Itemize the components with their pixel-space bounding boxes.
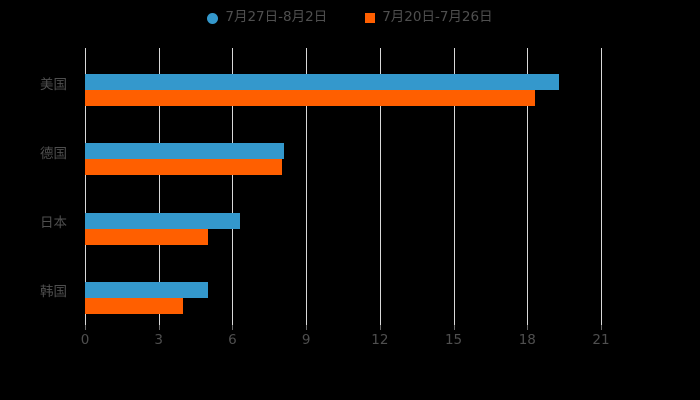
legend-item-series-1[interactable]: 7月20日-7月26日 <box>365 9 493 26</box>
legend-marker-square-icon <box>365 13 376 23</box>
bar-3-series-1[interactable] <box>85 297 184 314</box>
x-tick-label-18: 18 <box>518 332 536 348</box>
category-label-1: 德国 <box>40 145 67 162</box>
x-tick-mark-21 <box>601 325 602 330</box>
gridline-x-6 <box>232 48 234 325</box>
x-tick-mark-15 <box>453 325 455 330</box>
x-tick-mark-12 <box>379 325 381 330</box>
gridline-x-3 <box>158 48 160 325</box>
gridline-x-9 <box>306 48 308 325</box>
x-tick-label-3: 3 <box>154 332 163 348</box>
x-tick-label-15: 15 <box>444 332 463 348</box>
category-row: 日本 <box>40 187 601 256</box>
gridline-x-18 <box>527 48 529 325</box>
x-tick-label-6: 6 <box>228 332 237 348</box>
bar-3-series-0[interactable] <box>85 281 208 298</box>
chart-legend: 7月27日-8月2日 7月20日-7月26日 <box>0 5 700 31</box>
bar-2-series-1[interactable] <box>85 228 208 245</box>
x-tick-mark-0 <box>85 325 86 330</box>
x-tick-label-9: 9 <box>301 332 311 348</box>
category-label-0: 美国 <box>40 76 67 93</box>
category-row: 韩国 <box>40 256 601 325</box>
category-row: 德国 <box>40 117 601 186</box>
x-axis-labels: 0 3 6 9 12 15 18 21 <box>81 332 610 352</box>
legend-label-series-0: 7月27日-8月2日 <box>225 9 328 26</box>
x-tick-label-12: 12 <box>371 332 389 348</box>
x-tick-mark-6 <box>232 325 234 330</box>
category-label-3: 韩国 <box>40 284 67 301</box>
gridline-x-0 <box>85 48 86 325</box>
x-tick-label-21: 21 <box>592 332 610 348</box>
gridline-x-21 <box>601 48 602 325</box>
bar-1-series-1[interactable] <box>85 159 282 176</box>
legend-item-series-0[interactable]: 7月27日-8月2日 <box>207 11 327 25</box>
plot-area: 美国 德国 日本 韩国 <box>40 48 602 330</box>
bar-2-series-0[interactable] <box>85 212 240 229</box>
gridline-x-15 <box>453 48 455 325</box>
legend-label-series-1: 7月20日-7月26日 <box>382 9 493 26</box>
category-label-2: 日本 <box>40 215 67 232</box>
gridline-x-12 <box>379 48 381 325</box>
x-tick-mark-3 <box>158 325 160 330</box>
x-tick-mark-9 <box>306 325 308 330</box>
bar-1-series-0[interactable] <box>85 143 285 160</box>
x-tick-label-0: 0 <box>80 332 90 348</box>
legend-marker-circle-icon <box>207 12 219 24</box>
category-row: 美国 <box>40 48 601 117</box>
bar-0-series-0[interactable] <box>85 74 560 90</box>
bar-0-series-1[interactable] <box>85 90 535 106</box>
x-tick-mark-18 <box>527 325 529 330</box>
